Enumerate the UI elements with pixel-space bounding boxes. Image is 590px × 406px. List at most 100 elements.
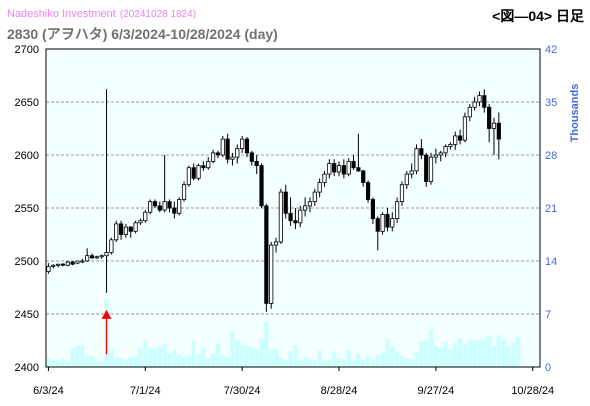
annotations (101, 309, 112, 355)
volume-bar (89, 356, 95, 367)
volume-bar (254, 349, 259, 367)
volume-bar (167, 353, 172, 367)
y-tick-label: 2400 (15, 362, 39, 374)
candle-body (448, 143, 453, 147)
candle-body (453, 135, 458, 145)
candle-body (395, 201, 400, 219)
candle-body (143, 211, 148, 222)
candles (46, 89, 501, 312)
volume-bar (438, 348, 443, 367)
candle-body (104, 252, 109, 257)
candle-body (414, 148, 419, 172)
candle-body (191, 167, 196, 179)
volume-bar (298, 359, 303, 367)
candle-body (167, 201, 172, 209)
candle-body (370, 199, 376, 220)
volume-bar (457, 338, 463, 367)
volume-bar (336, 358, 342, 367)
candle-body (235, 148, 240, 158)
volume-bar (206, 357, 211, 367)
volume-bar (244, 345, 250, 367)
volume-bar (269, 349, 274, 367)
volume-bar (394, 351, 400, 367)
volume-bar (235, 340, 240, 367)
y2-tick-label: 35 (545, 97, 557, 109)
volume-bar (399, 355, 405, 367)
volume-bar (428, 329, 434, 367)
volume-bar (341, 359, 347, 367)
volume-bar (264, 321, 269, 367)
candle-body (65, 261, 70, 266)
y2-tick-label: 21 (545, 203, 557, 215)
candle-body (201, 165, 206, 169)
volume-bar (516, 336, 521, 367)
candle-body (128, 226, 133, 232)
candle-body (467, 106, 472, 118)
candle-body (259, 165, 264, 207)
candle-body (327, 163, 332, 175)
candle-body (356, 167, 361, 172)
candle-body (220, 138, 225, 156)
volume-bar (210, 353, 216, 367)
candle-body (99, 255, 104, 258)
volume-bar (94, 360, 100, 367)
volume-bar (385, 338, 390, 367)
volume-bar (288, 351, 293, 367)
candle-body (365, 182, 371, 200)
candle-body (172, 207, 177, 214)
candle-body (244, 138, 250, 154)
candle-body (89, 255, 95, 259)
volume-bar (157, 345, 162, 367)
volume-bar (351, 360, 356, 367)
candle-body (332, 163, 337, 173)
timestamp: (20241028 1824) (119, 9, 197, 20)
candle-body (70, 261, 75, 265)
candle-body (240, 138, 245, 150)
candle-body (51, 264, 56, 267)
y2-tick-label: 28 (545, 150, 557, 162)
volume-bar (201, 347, 206, 367)
candle-body (157, 205, 162, 211)
candle-body (148, 201, 153, 213)
volume-bar (123, 360, 129, 367)
volume-bar (196, 353, 201, 367)
candle-body (424, 154, 429, 182)
volume-bar (380, 352, 385, 367)
volume-bar (491, 345, 497, 367)
candle-body (438, 152, 443, 156)
volume-bar (114, 357, 119, 367)
volume-bar (162, 343, 167, 367)
volume-bar (375, 354, 380, 367)
volume-bar (259, 338, 264, 367)
chart-subtitle: 2830 (アヲハタ) 6/3/2024-10/28/2024 (day) (7, 26, 278, 42)
candle-body (138, 220, 143, 224)
candle-body (230, 156, 235, 160)
figure-label: <図―04> 日足 (492, 8, 584, 24)
volume-bar (317, 350, 322, 367)
candle-body (162, 201, 167, 211)
volume-bar (477, 340, 482, 367)
candle-body (85, 255, 90, 262)
candle-body (114, 223, 119, 241)
candle-body (210, 152, 216, 162)
candle-body (317, 182, 322, 193)
candle-body (380, 213, 385, 232)
candle-body (75, 260, 80, 264)
candle-body (482, 95, 487, 108)
volume-bar (327, 359, 332, 367)
volume-bar (467, 339, 472, 367)
candle-body (419, 148, 424, 156)
candle-body (477, 95, 482, 103)
candle-body (206, 160, 211, 169)
volume-bar (356, 353, 361, 367)
candle-body (283, 191, 288, 214)
candle-body (303, 205, 308, 211)
candle-body (109, 239, 114, 253)
volume-bar (80, 345, 85, 367)
candle-body (433, 154, 438, 158)
volume-bar (75, 345, 80, 367)
candle-body (254, 160, 259, 167)
volume-bar (65, 361, 70, 367)
candle-body (225, 138, 230, 160)
candle-body (133, 222, 138, 232)
